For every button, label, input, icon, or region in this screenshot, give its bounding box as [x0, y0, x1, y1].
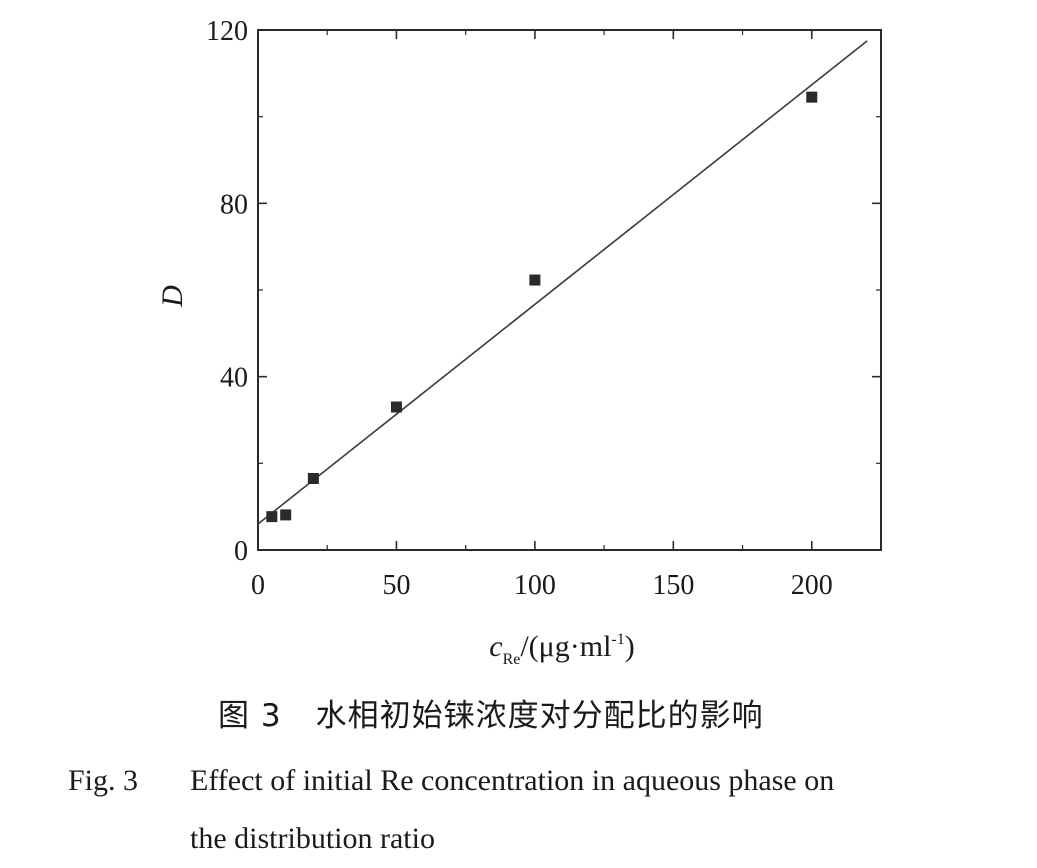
x-axis-ticks: 0 50 100 150 200 [251, 30, 833, 601]
data-point [529, 274, 541, 286]
data-point [280, 509, 292, 521]
fit-line [257, 40, 868, 525]
caption-cn-text: 水相初始铼浓度对分配比的影响 [315, 698, 764, 734]
x-axis-symbol: c [489, 630, 502, 663]
caption-en-figure-number: Fig. 3 [68, 764, 139, 797]
y-tick-label: 40 [220, 363, 248, 394]
y-tick-label: 120 [206, 16, 248, 47]
x-axis-label: cRe/(μg·ml-1) [489, 630, 635, 668]
x-axis-unit: /(μg·ml [520, 630, 611, 663]
x-axis-unit-close: ) [625, 630, 635, 663]
caption-chinese: 图 3 水相初始铼浓度对分配比的影响 [218, 690, 764, 735]
caption-en-line1: Effect of initial Re concentration in aq… [190, 764, 835, 797]
x-tick-label: 150 [652, 570, 694, 601]
caption-english: Fig. 3 Effect of initial Re concentration… [68, 752, 988, 868]
x-axis-subscript: Re [503, 651, 521, 668]
y-axis-label: D [156, 285, 189, 308]
data-point [806, 91, 818, 103]
minor-ticks [258, 30, 881, 550]
data-point [390, 401, 402, 413]
x-tick-label: 0 [251, 570, 265, 601]
y-tick-label: 80 [220, 189, 248, 220]
y-axis-ticks: 0 40 80 120 [206, 16, 881, 567]
chart: 0 50 100 150 200 0 40 80 120 D cRe/(μg·ml-1) [156, 16, 882, 668]
data-point [266, 511, 278, 523]
data-point [307, 473, 319, 484]
caption-cn-figure-number: 图 3 [218, 698, 282, 734]
data-points [266, 91, 818, 523]
plot-frame [257, 29, 882, 551]
x-axis-unit-exponent: -1 [611, 631, 624, 648]
x-tick-label: 50 [382, 570, 410, 601]
x-tick-label: 100 [514, 570, 556, 601]
caption-en-line2: the distribution ratio [190, 822, 435, 855]
x-tick-label: 200 [791, 570, 833, 601]
y-tick-label: 0 [234, 536, 248, 567]
